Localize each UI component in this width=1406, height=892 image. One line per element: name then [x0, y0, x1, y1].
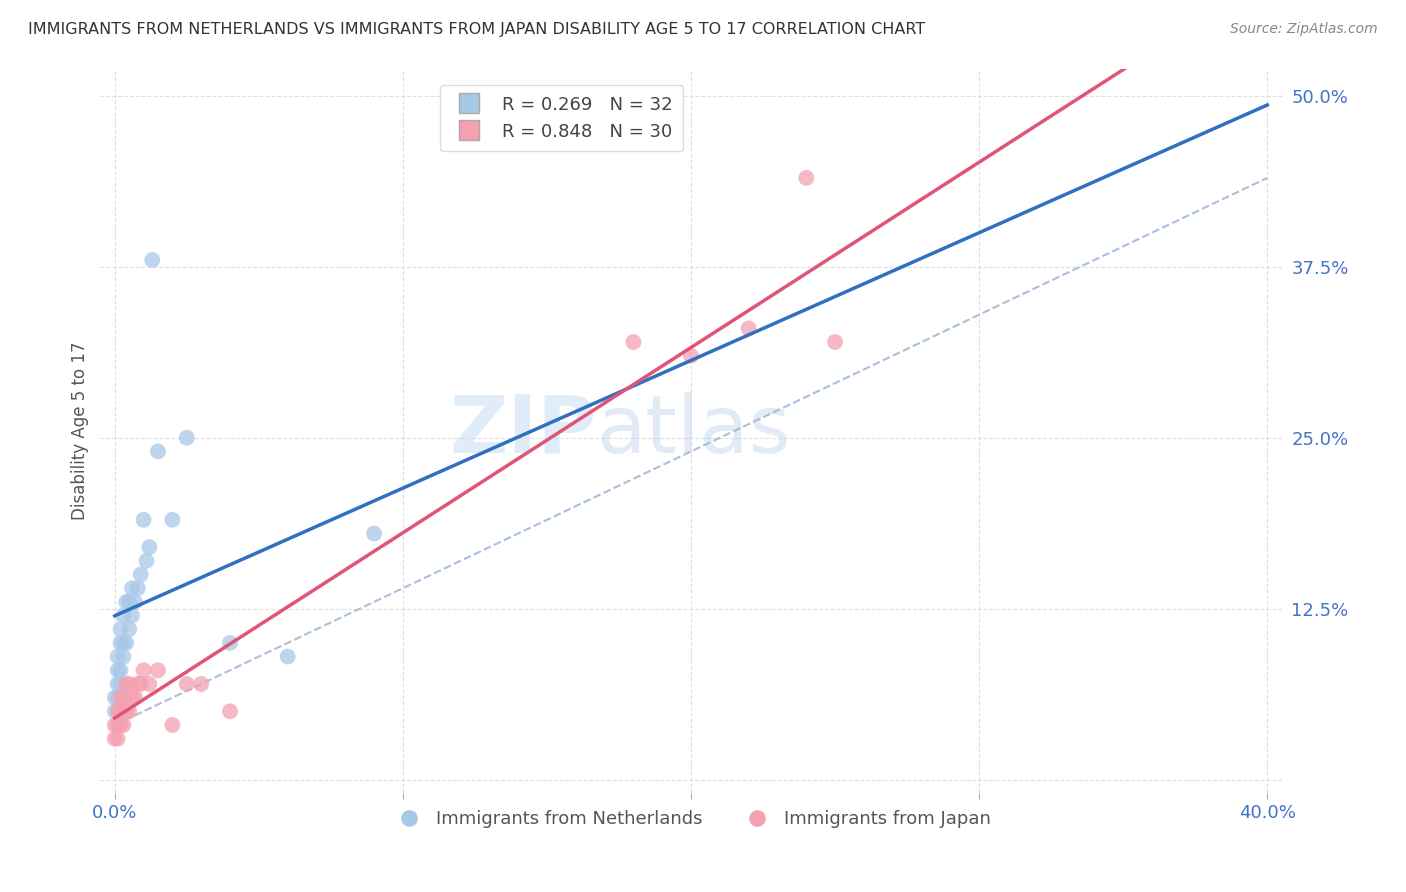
Point: [115, 636, 138, 650]
Point: [679, 349, 702, 363]
Y-axis label: Disability Age 5 to 17: Disability Age 5 to 17: [72, 342, 89, 520]
Point: [110, 690, 132, 705]
Point: [107, 690, 129, 705]
Point: [129, 567, 152, 582]
Text: ZIP: ZIP: [450, 392, 596, 470]
Point: [146, 444, 169, 458]
Point: [363, 526, 385, 541]
Point: [115, 595, 138, 609]
Point: [127, 581, 149, 595]
Point: [124, 595, 146, 609]
Point: [176, 677, 198, 691]
Legend: Immigrants from Netherlands, Immigrants from Japan: Immigrants from Netherlands, Immigrants …: [384, 803, 998, 835]
Point: [138, 677, 160, 691]
Point: [110, 704, 132, 718]
Point: [112, 690, 135, 705]
Point: [121, 608, 143, 623]
Point: [118, 704, 141, 718]
Point: [107, 677, 129, 691]
Point: [110, 622, 132, 636]
Point: [219, 704, 242, 718]
Point: [112, 718, 135, 732]
Point: [104, 704, 127, 718]
Point: [107, 731, 129, 746]
Point: [110, 636, 132, 650]
Point: [135, 554, 157, 568]
Point: [112, 608, 135, 623]
Point: [107, 704, 129, 718]
Text: IMMIGRANTS FROM NETHERLANDS VS IMMIGRANTS FROM JAPAN DISABILITY AGE 5 TO 17 CORR: IMMIGRANTS FROM NETHERLANDS VS IMMIGRANT…: [28, 22, 925, 37]
Point: [112, 636, 135, 650]
Point: [162, 513, 184, 527]
Point: [121, 581, 143, 595]
Point: [138, 540, 160, 554]
Point: [162, 718, 184, 732]
Point: [110, 663, 132, 677]
Point: [115, 704, 138, 718]
Point: [112, 649, 135, 664]
Text: atlas: atlas: [596, 392, 792, 470]
Point: [115, 677, 138, 691]
Point: [141, 252, 163, 267]
Point: [124, 690, 146, 705]
Point: [107, 649, 129, 664]
Point: [219, 636, 242, 650]
Point: [176, 431, 198, 445]
Point: [118, 677, 141, 691]
Point: [104, 731, 127, 746]
Point: [121, 690, 143, 705]
Point: [132, 513, 155, 527]
Point: [129, 677, 152, 691]
Point: [127, 677, 149, 691]
Point: [118, 622, 141, 636]
Point: [794, 170, 817, 185]
Point: [104, 718, 127, 732]
Point: [190, 677, 212, 691]
Point: [110, 718, 132, 732]
Point: [104, 690, 127, 705]
Point: [277, 649, 299, 664]
Point: [132, 663, 155, 677]
Point: [107, 663, 129, 677]
Point: [107, 718, 129, 732]
Point: [824, 334, 846, 349]
Point: [146, 663, 169, 677]
Point: [737, 321, 759, 335]
Point: [118, 595, 141, 609]
Text: Source: ZipAtlas.com: Source: ZipAtlas.com: [1230, 22, 1378, 37]
Point: [110, 677, 132, 691]
Point: [623, 334, 645, 349]
